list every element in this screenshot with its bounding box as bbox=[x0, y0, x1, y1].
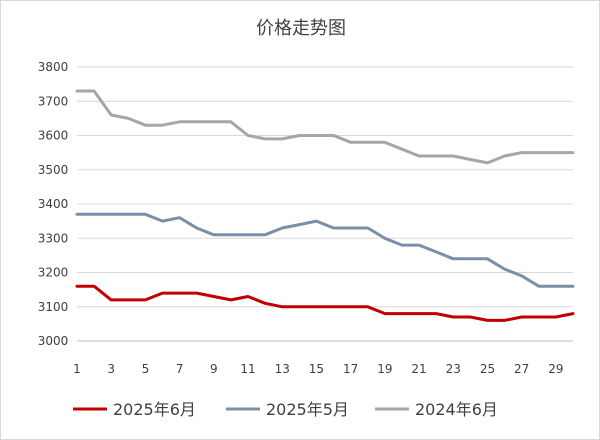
x-tick-label: 21 bbox=[411, 362, 426, 376]
y-tick-label: 3200 bbox=[38, 266, 69, 280]
x-tick-label: 27 bbox=[514, 362, 529, 376]
x-tick-label: 29 bbox=[548, 362, 563, 376]
series-lines bbox=[75, 89, 575, 322]
legend-label-3: 2024年6月 bbox=[415, 400, 498, 419]
x-tick-label: 3 bbox=[107, 362, 115, 376]
y-tick-label: 3300 bbox=[38, 231, 69, 245]
x-tick-label: 17 bbox=[343, 362, 358, 376]
legend-label-2: 2025年5月 bbox=[266, 400, 349, 419]
x-tick-label: 1 bbox=[73, 362, 81, 376]
x-tick-label: 15 bbox=[309, 362, 324, 376]
legend-label-1: 2025年6月 bbox=[113, 400, 196, 419]
y-tick-label: 3400 bbox=[38, 197, 69, 211]
series-line-1 bbox=[75, 284, 575, 322]
series-line-3 bbox=[75, 89, 575, 165]
y-tick-label: 3500 bbox=[38, 163, 69, 177]
x-tick-label: 5 bbox=[142, 362, 150, 376]
chart-title: 价格走势图 bbox=[256, 18, 346, 39]
x-tick-label: 9 bbox=[210, 362, 218, 376]
x-tick-label: 23 bbox=[446, 362, 461, 376]
x-tick-label: 7 bbox=[176, 362, 184, 376]
x-tick-label: 25 bbox=[480, 362, 495, 376]
x-tick-label: 13 bbox=[275, 362, 290, 376]
y-tick-label: 3000 bbox=[38, 334, 69, 348]
y-tick-label: 3800 bbox=[38, 60, 69, 74]
y-tick-label: 3600 bbox=[38, 129, 69, 143]
x-tick-label: 11 bbox=[240, 362, 255, 376]
y-tick-label: 3700 bbox=[38, 94, 69, 108]
x-tick-label: 19 bbox=[377, 362, 392, 376]
y-tick-label: 3100 bbox=[38, 300, 69, 314]
legend: 2025年6月 2025年5月 2024年6月 bbox=[73, 400, 498, 419]
grid bbox=[77, 66, 573, 342]
series-line-2 bbox=[75, 212, 575, 288]
